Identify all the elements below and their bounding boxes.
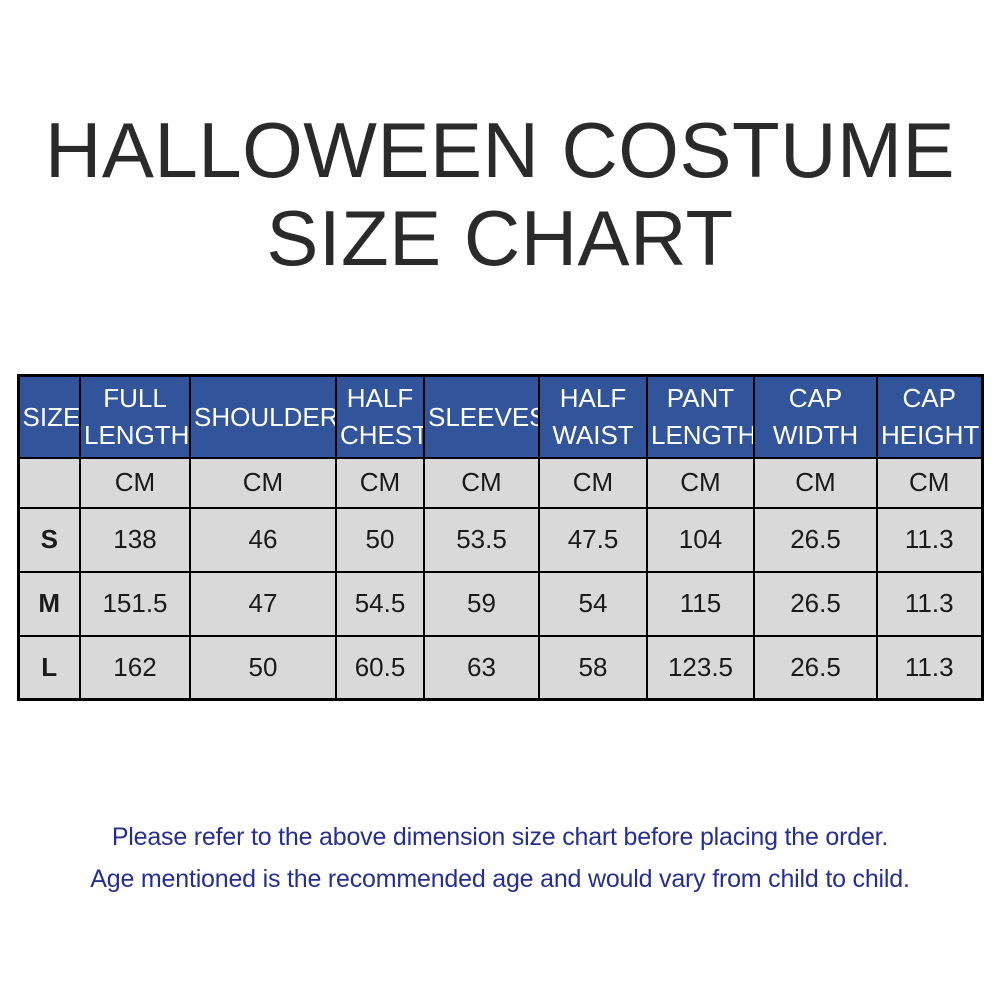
size-label-l: L bbox=[17, 634, 81, 701]
data-cell: 63 bbox=[423, 634, 540, 701]
data-cell: 59 bbox=[423, 570, 540, 637]
data-cell: 60.5 bbox=[335, 634, 425, 701]
table-row-size-m: M 151.5 47 54.5 59 54 115 26.5 11.3 bbox=[17, 570, 983, 637]
footer-note: Please refer to the above dimension size… bbox=[0, 816, 1000, 900]
table-row-size-s: S 138 46 50 53.5 47.5 104 26.5 11.3 bbox=[17, 506, 983, 573]
data-cell: 26.5 bbox=[753, 570, 878, 637]
data-cell: 138 bbox=[79, 506, 191, 573]
data-cell: 54.5 bbox=[335, 570, 425, 637]
unit-cell-size bbox=[17, 456, 81, 509]
data-cell: 11.3 bbox=[876, 506, 983, 573]
size-label-m: M bbox=[17, 570, 81, 637]
unit-cell: CM bbox=[646, 456, 755, 509]
table-unit-row: CM CM CM CM CM CM CM CM bbox=[17, 456, 983, 509]
footer-note-line1: Please refer to the above dimension size… bbox=[111, 823, 889, 851]
header-cell-cap-width: CAP WIDTH bbox=[753, 374, 878, 459]
page-title-line2: SIZE CHART bbox=[266, 194, 734, 282]
page-title: HALLOWEEN COSTUME SIZE CHART bbox=[0, 106, 1000, 282]
data-cell: 151.5 bbox=[79, 570, 191, 637]
table-header-row: SIZE FULL LENGTH SHOULDER HALF CHEST SLE… bbox=[17, 374, 983, 459]
data-cell: 162 bbox=[79, 634, 191, 701]
unit-cell: CM bbox=[189, 456, 337, 509]
data-cell: 104 bbox=[646, 506, 755, 573]
header-cell-half-waist: HALF WAIST bbox=[538, 374, 648, 459]
data-cell: 115 bbox=[646, 570, 755, 637]
header-cell-size: SIZE bbox=[17, 374, 81, 459]
unit-cell: CM bbox=[335, 456, 425, 509]
size-chart-table: SIZE FULL LENGTH SHOULDER HALF CHEST SLE… bbox=[16, 374, 984, 701]
data-cell: 26.5 bbox=[753, 506, 878, 573]
header-cell-full-length: FULL LENGTH bbox=[79, 374, 191, 459]
data-cell: 53.5 bbox=[423, 506, 540, 573]
data-cell: 50 bbox=[335, 506, 425, 573]
unit-cell: CM bbox=[753, 456, 878, 509]
data-cell: 47.5 bbox=[538, 506, 648, 573]
data-cell: 11.3 bbox=[876, 634, 983, 701]
data-cell: 54 bbox=[538, 570, 648, 637]
size-label-s: S bbox=[17, 506, 81, 573]
page-title-line1: HALLOWEEN COSTUME bbox=[45, 106, 955, 194]
data-cell: 26.5 bbox=[753, 634, 878, 701]
header-cell-half-chest: HALF CHEST bbox=[335, 374, 425, 459]
table-row-size-l: L 162 50 60.5 63 58 123.5 26.5 11.3 bbox=[17, 634, 983, 701]
header-cell-shoulder: SHOULDER bbox=[189, 374, 337, 459]
data-cell: 58 bbox=[538, 634, 648, 701]
unit-cell: CM bbox=[876, 456, 983, 509]
header-cell-sleeves: SLEEVES bbox=[423, 374, 540, 459]
data-cell: 47 bbox=[189, 570, 337, 637]
data-cell: 123.5 bbox=[646, 634, 755, 701]
header-cell-pant-length: PANT LENGTH bbox=[646, 374, 755, 459]
data-cell: 50 bbox=[189, 634, 337, 701]
footer-note-line2: Age mentioned is the recommended age and… bbox=[90, 865, 910, 893]
unit-cell: CM bbox=[538, 456, 648, 509]
header-cell-cap-height: CAP HEIGHT bbox=[876, 374, 983, 459]
unit-cell: CM bbox=[423, 456, 540, 509]
data-cell: 46 bbox=[189, 506, 337, 573]
data-cell: 11.3 bbox=[876, 570, 983, 637]
unit-cell: CM bbox=[79, 456, 191, 509]
